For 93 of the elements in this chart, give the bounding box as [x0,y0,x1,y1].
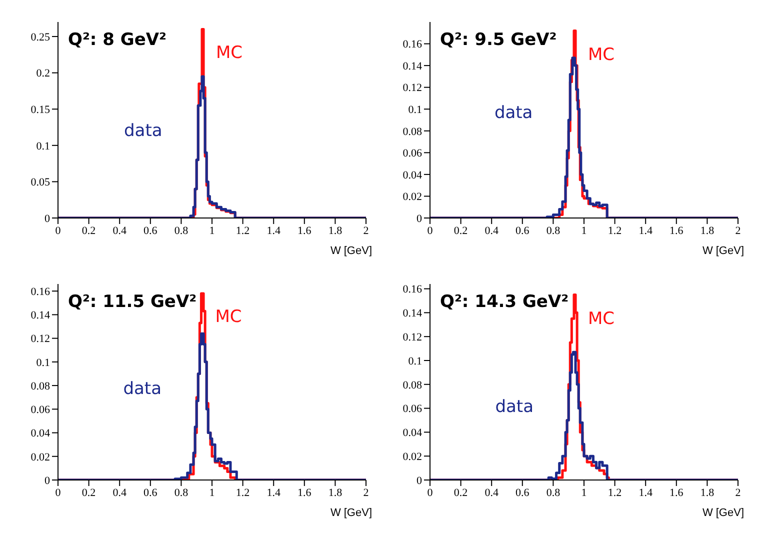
y-tick-label: 0 [416,212,422,225]
text: data [124,121,162,142]
x-tick-label: 0.8 [546,486,561,499]
y-tick-label: 0.02 [402,451,422,464]
x-tick-label: 0.2 [454,224,468,237]
x-tick-label: 2 [363,486,369,499]
y-tick-label: 0.04 [30,428,50,440]
x-axis-title: W [GeV] [330,245,372,257]
x-tick-label: 1.6 [298,224,312,237]
y-tick-label: 0.1 [36,356,50,369]
y-tick-label: 0 [44,474,50,487]
series-label: MC [216,43,243,64]
text: Q²: 14.3 GeV² [440,292,569,312]
x-tick-label: 0.4 [484,224,499,237]
x-tick-label: 1.8 [700,486,715,499]
x-tick-label: 1.6 [670,486,684,499]
x-tick-label: 0.2 [454,486,468,499]
x-tick-label: 1.2 [608,224,622,237]
x-tick-label: 2 [735,486,741,499]
text: Q²: 9.5 GeV² [440,30,557,50]
x-tick-label: 1.8 [328,224,343,237]
y-tick-label: 0.08 [402,379,422,392]
x-tick-label: 2 [363,224,369,237]
x-tick-label: 1.4 [638,224,653,237]
x-tick-label: 1.4 [266,224,281,237]
y-tick-label: 0.15 [30,104,50,116]
y-tick-label: 0 [416,474,422,487]
y-tick-label: 0.16 [402,284,422,296]
y-tick-label: 0.04 [402,169,422,182]
x-tick-label: 0 [55,224,62,237]
y-tick-label: 0 [44,212,50,225]
x-tick-label: 1 [209,224,215,237]
series-label: data [495,397,534,418]
x-tick-label: 0 [55,486,62,499]
series-label: MC [588,44,615,65]
x-tick-label: 0.2 [82,486,96,499]
x-tick-label: 1.6 [670,224,684,237]
x-tick-label: 0.4 [112,224,127,237]
y-tick-label: 0.02 [30,451,50,464]
y-tick-label: 0.12 [30,333,50,346]
text: Q²: 8 GeV² [68,30,166,50]
y-tick-label: 0.14 [402,308,422,320]
x-tick-label: 1 [581,224,587,237]
y-tick-label: 0.08 [30,380,50,392]
y-tick-label: 0.08 [402,126,422,138]
x-tick-label: 0.2 [82,224,96,237]
x-axis-title: W [GeV] [702,245,744,257]
series-label: MC [215,307,242,328]
x-tick-label: 0.8 [174,224,189,237]
y-tick-label: 0.02 [402,191,422,204]
y-tick-label: 0.04 [402,427,422,440]
y-tick-label: 0.16 [402,38,422,51]
x-tick-label: 1.4 [638,486,653,499]
y-tick-label: 0.12 [402,331,422,344]
x-tick-label: 1.2 [608,486,622,499]
series-label: MC [588,308,615,329]
x-tick-label: 1.6 [298,486,312,499]
x-tick-label: 0.8 [174,486,189,499]
x-tick-label: 0 [427,224,434,237]
y-tick-label: 0.14 [30,310,50,322]
x-tick-label: 1.8 [328,486,343,499]
x-tick-label: 1 [209,486,215,499]
x-tick-label: 1.8 [700,224,715,237]
x-tick-label: 0.6 [144,224,158,237]
x-tick-label: 1 [581,486,587,499]
x-tick-label: 0.4 [112,486,127,499]
y-tick-label: 0.12 [402,82,422,94]
x-axis-title: W [GeV] [702,507,744,519]
y-tick-label: 0.06 [402,148,422,160]
text: data [494,102,533,123]
text: data [123,378,162,399]
text: Q²: 11.5 GeV² [68,292,197,312]
y-tick-label: 0.06 [30,404,50,416]
y-tick-label: 0.1 [36,140,50,152]
y-tick-label: 0.2 [36,68,50,80]
x-tick-label: 1.2 [236,224,250,237]
y-tick-label: 0.06 [402,403,422,416]
x-tick-label: 2 [735,224,741,237]
y-tick-label: 0.25 [30,31,50,44]
x-axis-title: W [GeV] [330,507,372,519]
x-tick-label: 0.6 [516,486,530,499]
y-tick-label: 0.05 [30,176,50,189]
y-tick-label: 0.16 [30,286,50,298]
x-tick-label: 0.6 [144,486,158,499]
y-tick-label: 0.1 [408,355,422,368]
y-tick-label: 0.1 [408,104,422,116]
x-tick-label: 0.4 [484,486,499,499]
y-tick-label: 0.14 [402,60,422,72]
x-tick-label: 0.8 [546,224,561,237]
x-tick-label: 0.6 [516,224,530,237]
x-tick-label: 1.2 [236,486,250,499]
x-tick-label: 1.4 [266,486,281,499]
x-tick-label: 0 [427,486,434,499]
